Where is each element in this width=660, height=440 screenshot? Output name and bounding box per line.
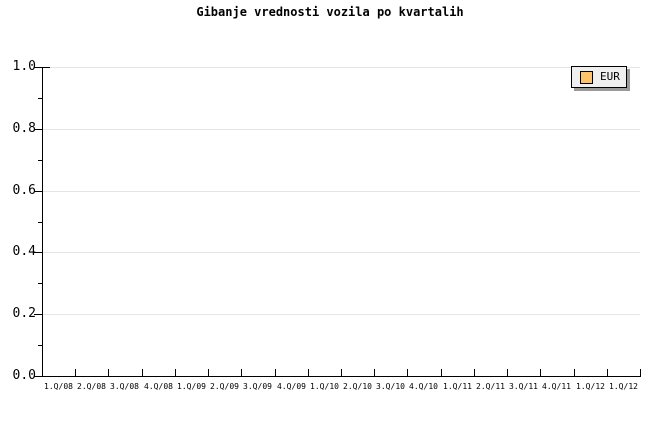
y-minor-tick	[38, 222, 42, 223]
x-axis-line	[42, 376, 641, 377]
x-tick-label: 3.Q/11	[509, 382, 538, 391]
y-minor-tick	[38, 98, 42, 99]
y-axis-top-inner-tick	[42, 67, 50, 68]
y-gridline	[42, 129, 640, 130]
y-gridline	[42, 252, 640, 253]
x-tick-label: 4.Q/11	[542, 382, 571, 391]
y-tick-label: 0.8	[12, 121, 36, 136]
x-tick-label: 3.Q/08	[110, 382, 139, 391]
legend: EUR	[571, 66, 627, 88]
x-tick	[108, 369, 109, 376]
x-tick	[374, 369, 375, 376]
y-minor-tick	[38, 283, 42, 284]
y-major-tick	[34, 376, 42, 377]
x-tick	[75, 369, 76, 376]
x-tick	[42, 369, 43, 376]
y-gridline	[42, 314, 640, 315]
x-tick-label: 4.Q/09	[277, 382, 306, 391]
x-tick	[208, 369, 209, 376]
x-tick	[241, 369, 242, 376]
x-tick-label: 2.Q/11	[476, 382, 505, 391]
chart-title: Gibanje vrednosti vozila po kvartalih	[196, 5, 464, 19]
legend-swatch-eur	[580, 70, 593, 84]
y-minor-tick	[38, 160, 42, 161]
x-tick	[540, 369, 541, 376]
x-tick-label: 2.Q/08	[77, 382, 106, 391]
y-tick-label: 1.0	[12, 59, 36, 74]
y-gridline	[42, 191, 640, 192]
x-tick-label: 1.Q/12	[576, 382, 605, 391]
legend-label-eur: EUR	[600, 70, 620, 83]
x-tick	[275, 369, 276, 376]
x-tick-label: 2.Q/09	[210, 382, 239, 391]
y-major-tick	[34, 252, 42, 253]
y-major-tick	[34, 67, 42, 68]
x-tick-label: 1.Q/08	[44, 382, 73, 391]
x-tick	[142, 369, 143, 376]
x-tick	[441, 369, 442, 376]
x-tick-label: 4.Q/10	[409, 382, 438, 391]
x-tick	[574, 369, 575, 376]
x-tick-label: 1.Q/09	[177, 382, 206, 391]
x-tick-label: 2.Q/10	[343, 382, 372, 391]
x-tick-label: 1.Q/11	[443, 382, 472, 391]
x-tick	[175, 369, 176, 376]
y-axis-line	[42, 67, 43, 377]
x-tick-label: 3.Q/10	[376, 382, 405, 391]
y-minor-tick	[38, 345, 42, 346]
y-major-tick	[34, 129, 42, 130]
x-tick-label: 1.Q/10	[310, 382, 339, 391]
x-tick	[341, 369, 342, 376]
x-tick	[474, 369, 475, 376]
y-tick-label: 0.4	[12, 244, 36, 259]
y-tick-label: 0.0	[12, 368, 36, 383]
x-tick	[407, 369, 408, 376]
y-tick-label: 0.6	[12, 183, 36, 198]
x-tick	[607, 369, 608, 376]
x-tick-label: 1.Q/12	[609, 382, 638, 391]
x-tick-label: 4.Q/08	[144, 382, 173, 391]
x-tick	[640, 369, 641, 376]
x-tick-label: 3.Q/09	[243, 382, 272, 391]
y-major-tick	[34, 314, 42, 315]
y-major-tick	[34, 191, 42, 192]
y-tick-label: 0.2	[12, 306, 36, 321]
x-tick	[507, 369, 508, 376]
y-gridline	[42, 67, 640, 68]
x-tick	[308, 369, 309, 376]
